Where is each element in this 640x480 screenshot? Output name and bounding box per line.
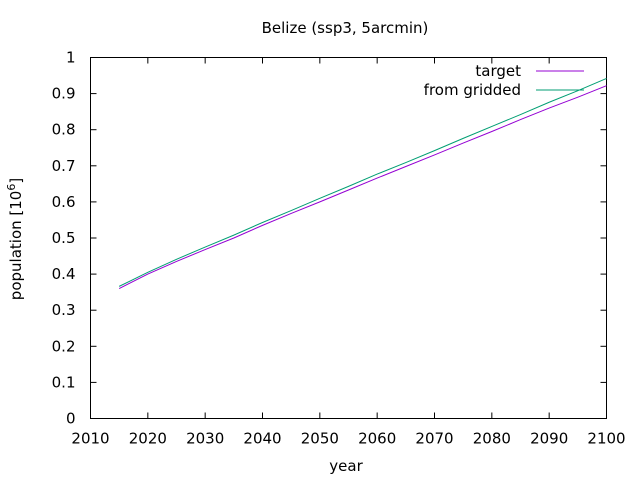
x-axis-label: year <box>329 457 363 475</box>
y-tick-label: 0.6 <box>52 193 76 211</box>
y-tick-label: 0.3 <box>52 301 76 319</box>
chart-title: Belize (ssp3, 5arcmin) <box>262 19 429 37</box>
y-tick-label: 0.5 <box>52 229 76 247</box>
y-tick-label: 0.1 <box>52 373 76 391</box>
y-axis-label-main: population [10 <box>7 191 25 301</box>
x-tick-label: 2030 <box>186 430 224 448</box>
y-axis-label-exponent: 6 <box>5 184 18 191</box>
plot-frame <box>90 57 607 419</box>
x-tick-label: 2090 <box>530 430 568 448</box>
y-tick-label: 1 <box>66 49 76 67</box>
y-tick-label: 0.2 <box>52 337 76 355</box>
x-tick-label: 2040 <box>243 430 281 448</box>
x-tick-label: 2060 <box>358 430 396 448</box>
legend-label: target <box>475 62 521 80</box>
axes: 0 0.1 0.2 0.3 0.4 0.5 0.6 0.7 0.8 0.9 1 2010 2020 203… <box>52 49 626 448</box>
y-tick-label: 0.8 <box>52 121 76 139</box>
y-tick-label: 0.9 <box>52 85 76 103</box>
y-axis-label: population [106] <box>5 178 25 300</box>
x-tick-label: 2080 <box>473 430 511 448</box>
y-tick-label: 0 <box>66 410 76 428</box>
y-axis-label-close: ] <box>7 178 25 184</box>
y-tick-label: 0.4 <box>52 265 76 283</box>
series-group <box>118 77 607 289</box>
x-tick-label: 2050 <box>301 430 339 448</box>
series-line-from-gridded <box>118 77 607 287</box>
y-tick-label: 0.7 <box>52 157 76 175</box>
x-tick-label: 2010 <box>71 430 109 448</box>
legend-label: from gridded <box>424 81 521 99</box>
x-tick-label: 2100 <box>587 430 625 448</box>
x-tick-label: 2020 <box>129 430 167 448</box>
x-tick-label: 2070 <box>415 430 453 448</box>
series-line-target <box>118 85 607 289</box>
